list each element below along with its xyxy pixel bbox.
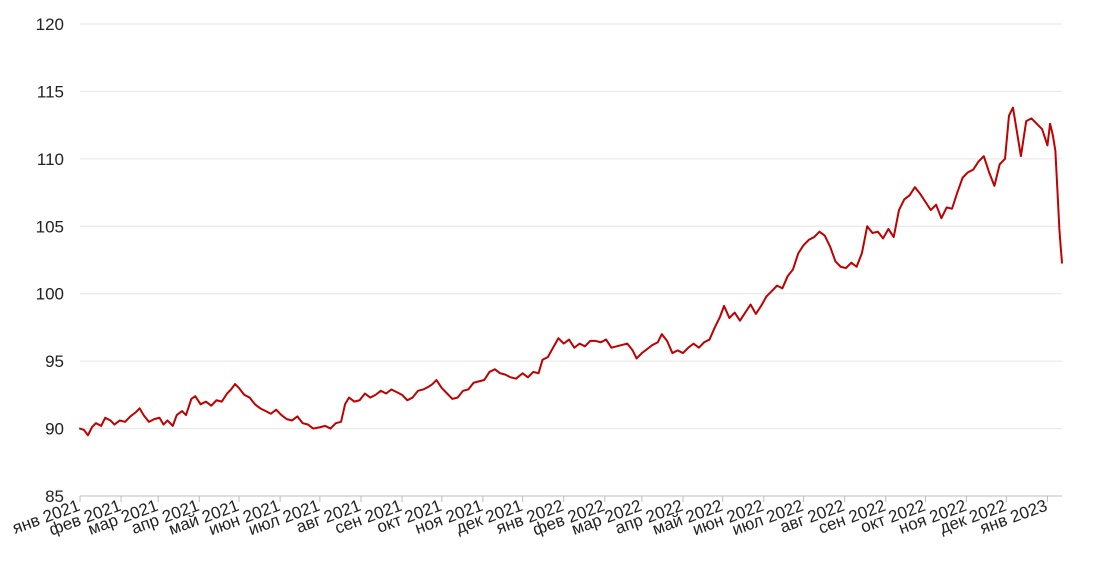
y-tick-label: 115	[37, 82, 64, 101]
y-tick-label: 110	[37, 150, 64, 169]
y-tick-label: 85	[45, 487, 64, 506]
y-axis-ticks: 85 90 95 100 105 110 115 120	[36, 15, 64, 506]
y-tick-label: 105	[36, 217, 64, 236]
y-tick-label: 120	[36, 15, 64, 34]
series-layer	[79, 106, 1063, 437]
y-tick-label: 90	[45, 420, 64, 439]
y-tick-label: 95	[45, 352, 64, 371]
gridlines	[80, 23, 1062, 430]
y-tick-label: 100	[36, 285, 64, 304]
series-line-0	[79, 106, 1063, 437]
